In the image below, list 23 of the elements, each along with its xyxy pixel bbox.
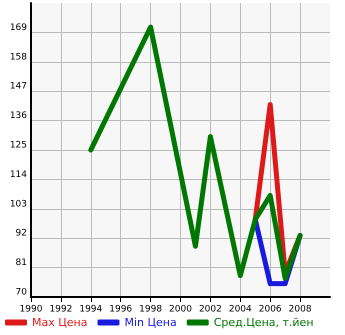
x-tick-label: 2002 [198, 304, 222, 314]
y-tick-label: 92 [16, 228, 27, 239]
x-tick-label: 1996 [109, 304, 132, 314]
x-tick-label: 2008 [288, 304, 312, 314]
legend-label: Min Цена [124, 316, 177, 329]
x-tick-label: 1994 [79, 304, 103, 314]
x-tick-label: 1990 [20, 304, 43, 314]
x-tick-label: 2000 [169, 304, 192, 314]
y-tick-label: 136 [10, 111, 28, 122]
y-tick-label: 103 [10, 199, 27, 210]
x-tick-label: 2004 [228, 304, 252, 314]
legend-label: Сред.Цена, т.йен [214, 316, 314, 329]
x-tick-label: 2006 [258, 304, 282, 314]
y-tick-label: 81 [16, 258, 27, 268]
y-tick-label: 114 [10, 170, 28, 180]
x-tick-label: 1992 [49, 304, 72, 314]
x-tick-label: 1998 [139, 304, 162, 314]
y-tick-label: 147 [10, 82, 27, 92]
y-tick-label: 158 [10, 52, 28, 62]
legend-label: Max Цена [32, 316, 88, 329]
y-tick-label: 125 [10, 140, 27, 150]
y-tick-label: 169 [10, 22, 28, 33]
y-tick-label: 70 [16, 288, 28, 298]
